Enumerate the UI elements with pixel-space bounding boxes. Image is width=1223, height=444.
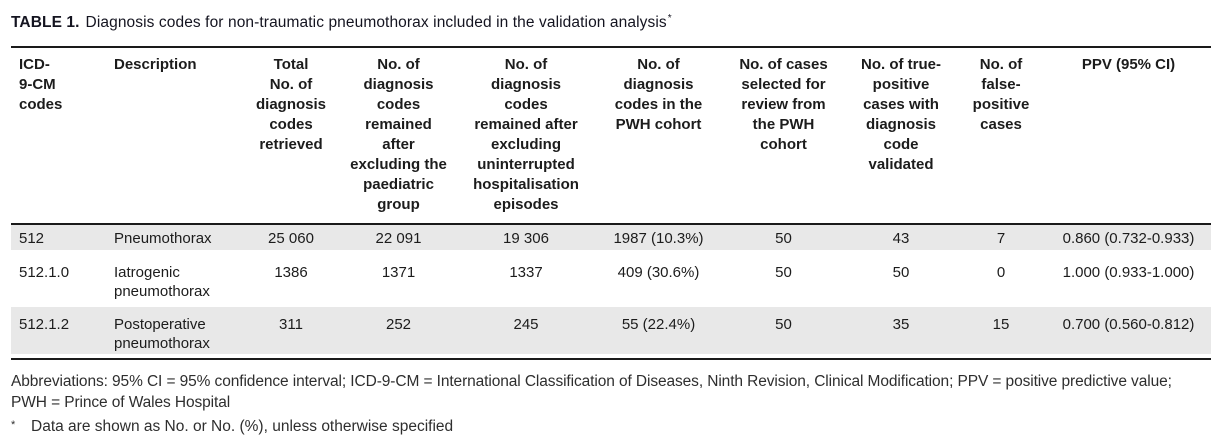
cell-selected-review: 50: [775, 264, 792, 282]
cell-total-retrieved: 25 060: [241, 224, 341, 251]
table-header: ICD- 9-CM codes Description Total No. of…: [11, 47, 1211, 225]
cell-after-paediatric: 1371: [381, 264, 416, 282]
cell-total-retrieved: 1386: [274, 264, 308, 282]
table-title: TABLE 1. Diagnosis codes for non-traumati…: [11, 9, 1212, 33]
table-row-512-1-0: 512.1.0 Iatrogenic pneumothorax 1386 137…: [11, 250, 1211, 307]
cell-icd-code: 512.1.2: [11, 307, 106, 355]
column-header-description: Description: [114, 56, 197, 74]
cell-true-positive: 50: [892, 264, 910, 282]
table-title-text: Diagnosis codes for non-traumatic pneumo…: [85, 14, 667, 32]
cell-after-paediatric: 252: [341, 307, 456, 355]
column-header-ppv: PPV (95% CI): [1081, 56, 1176, 74]
asterisk-footnote-text: Data are shown as No. or No. (%), unless…: [31, 418, 454, 436]
bottom-spacer-row: [11, 354, 1211, 360]
column-header-false-positive: No. of false- positive cases: [972, 56, 1030, 134]
asterisk-footnote-marker: *: [11, 419, 16, 432]
cell-description: Postoperative pneumothorax: [106, 307, 241, 355]
column-header-pwh-cohort: No. of diagnosis codes in the PWH cohort: [614, 56, 703, 134]
table-number-label: TABLE 1.: [11, 14, 80, 32]
cell-description: Pneumothorax: [106, 224, 241, 251]
cell-description: Iatrogenic pneumothorax: [114, 264, 210, 301]
asterisk-footnote: * Data are shown as No. or No. (%), unle…: [11, 416, 1211, 437]
cell-false-positive: 15: [956, 307, 1046, 355]
cell-selected-review: 50: [721, 307, 846, 355]
table-row-512-1-2: 512.1.2 Postoperative pneumothorax 311 2…: [11, 307, 1211, 355]
cell-pwh-cohort: 55 (22.4%): [596, 307, 721, 355]
cell-after-hospitalisation: 1337: [509, 264, 543, 282]
column-header-selected-review: No. of cases selected for review from th…: [739, 56, 828, 154]
title-footnote-marker: *: [667, 13, 672, 24]
column-header-true-positive: No. of true- positive cases with diagnos…: [861, 56, 941, 174]
cell-selected-review: 50: [721, 224, 846, 251]
cell-ppv: 0.700 (0.560-0.812): [1046, 307, 1211, 355]
cell-false-positive: 7: [956, 224, 1046, 251]
cell-true-positive: 35: [846, 307, 956, 355]
cell-icd-code: 512.1.0: [19, 264, 70, 282]
cell-total-retrieved: 311: [241, 307, 341, 355]
cell-ppv: 1.000 (0.933-1.000): [1062, 264, 1195, 282]
table-row-512: 512 Pneumothorax 25 060 22 091 19 306 19…: [11, 224, 1211, 251]
cell-pwh-cohort: 409 (30.6%): [617, 264, 700, 282]
cell-icd-code: 512: [11, 224, 106, 251]
column-header-total-retrieved: Total No. of diagnosis codes retrieved: [255, 56, 326, 154]
cell-false-positive: 0: [996, 264, 1006, 282]
column-header-after-paediatric: No. of diagnosis codes remained after ex…: [350, 56, 447, 214]
table-footnotes: Abbreviations: 95% CI = 95% confidence i…: [11, 371, 1211, 437]
abbreviations-note: Abbreviations: 95% CI = 95% confidence i…: [11, 373, 1172, 412]
column-header-after-hospitalisation: No. of diagnosis codes remained after ex…: [473, 56, 579, 214]
column-header-icd-codes: ICD- 9-CM codes: [19, 56, 63, 114]
header-row: ICD- 9-CM codes Description Total No. of…: [11, 47, 1211, 224]
cell-after-hospitalisation: 245: [456, 307, 596, 355]
cell-true-positive: 43: [846, 224, 956, 251]
cell-after-hospitalisation: 19 306: [456, 224, 596, 251]
cell-after-paediatric: 22 091: [341, 224, 456, 251]
cell-ppv: 0.860 (0.732-0.933): [1046, 224, 1211, 251]
cell-pwh-cohort: 1987 (10.3%): [596, 224, 721, 251]
diagnosis-codes-table: ICD- 9-CM codes Description Total No. of…: [11, 46, 1211, 361]
table-body: 512 Pneumothorax 25 060 22 091 19 306 19…: [11, 224, 1211, 360]
